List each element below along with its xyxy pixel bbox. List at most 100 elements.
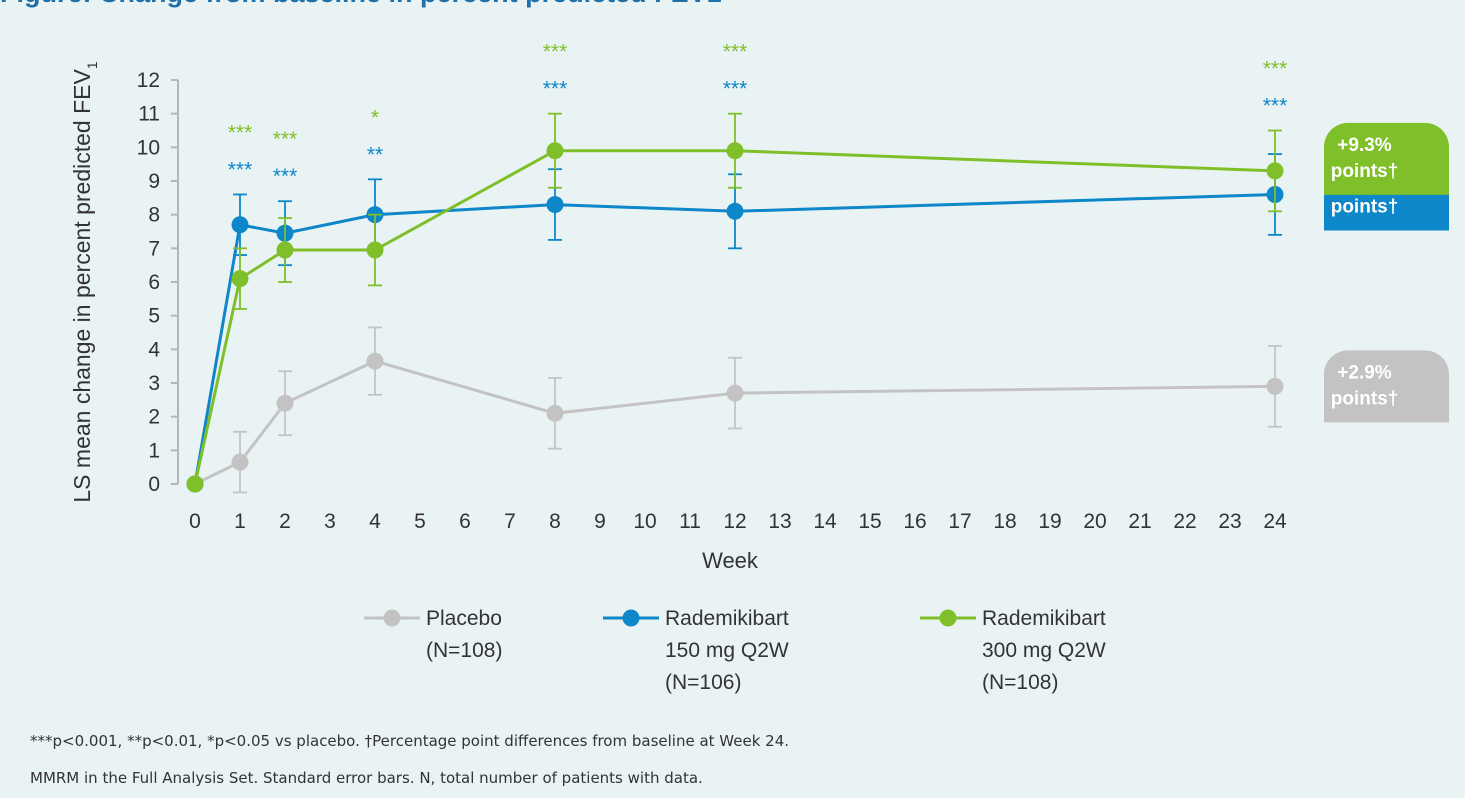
legend-label-rad300: 300 mg Q2W bbox=[982, 639, 1106, 662]
significance-marker-rad150: *** bbox=[228, 158, 253, 181]
end-label-rad300: +9.3% points† bbox=[1324, 122, 1449, 195]
data-point-rad150 bbox=[546, 196, 564, 214]
chart-series bbox=[186, 112, 1284, 494]
significance-markers: ********************************* bbox=[228, 41, 1288, 189]
x-axis-label: Week bbox=[702, 548, 759, 573]
x-tick-label: 3 bbox=[324, 510, 336, 533]
y-tick-label: 0 bbox=[148, 473, 160, 496]
significance-marker-rad150: ** bbox=[367, 143, 383, 166]
legend-swatch-marker-placebo bbox=[383, 609, 401, 627]
y-tick-label: 10 bbox=[137, 136, 160, 159]
legend-label-placebo: Placebo bbox=[426, 607, 502, 630]
x-tick-label: 23 bbox=[1218, 510, 1241, 533]
significance-marker-rad300: *** bbox=[228, 121, 253, 144]
significance-marker-rad150: *** bbox=[1263, 95, 1288, 118]
series-placebo bbox=[186, 326, 1284, 494]
significance-marker-rad300: *** bbox=[273, 128, 298, 151]
end-labels: +2.9%points†+8.6%points†+9.3%points† bbox=[1324, 122, 1449, 423]
significance-marker-rad150: *** bbox=[543, 78, 568, 101]
x-tick-label: 15 bbox=[858, 510, 881, 533]
data-point-rad300 bbox=[366, 241, 384, 259]
data-point-placebo bbox=[726, 384, 744, 402]
data-point-rad150 bbox=[231, 216, 249, 234]
end-label-text-rad150: points† bbox=[1331, 196, 1399, 217]
end-label-badge-rad300 bbox=[1324, 122, 1449, 195]
legend-item-placebo: Placebo (N=108) bbox=[364, 607, 502, 662]
y-tick-label: 6 bbox=[148, 271, 160, 294]
x-tick-label: 22 bbox=[1173, 510, 1196, 533]
y-tick-label: 8 bbox=[148, 204, 160, 227]
x-tick-label: 20 bbox=[1083, 510, 1106, 533]
x-tick-label: 4 bbox=[369, 510, 381, 533]
y-tick-label: 5 bbox=[148, 305, 160, 328]
x-tick-label: 1 bbox=[234, 510, 246, 533]
series-rad150 bbox=[186, 153, 1284, 493]
legend-swatch-marker-rad150 bbox=[622, 609, 640, 627]
x-tick-label: 21 bbox=[1128, 510, 1151, 533]
y-tick-label: 12 bbox=[137, 69, 160, 92]
y-tick-label: 7 bbox=[148, 237, 160, 260]
data-point-placebo bbox=[276, 394, 294, 412]
data-point-placebo bbox=[366, 352, 384, 370]
y-tick-label: 3 bbox=[148, 372, 160, 395]
x-tick-label: 5 bbox=[414, 510, 426, 533]
y-axis-label: LS mean change in percent predicted FEV1 bbox=[69, 61, 100, 502]
legend-label-rad150: (N=106) bbox=[665, 671, 741, 694]
legend-label-placebo: (N=108) bbox=[426, 639, 502, 662]
data-point-placebo bbox=[546, 404, 564, 422]
significance-marker-rad300: * bbox=[371, 106, 379, 129]
significance-marker-rad300: *** bbox=[1263, 58, 1288, 81]
x-tick-label: 2 bbox=[279, 510, 291, 533]
data-point-rad300 bbox=[546, 142, 564, 160]
x-tick-label: 0 bbox=[189, 510, 201, 533]
legend-label-rad300: (N=108) bbox=[982, 671, 1058, 694]
end-label-text-rad300: +9.3% bbox=[1337, 135, 1392, 156]
series-rad300 bbox=[186, 112, 1284, 493]
x-tick-label: 13 bbox=[768, 510, 791, 533]
significance-marker-rad150: *** bbox=[273, 165, 298, 188]
data-point-rad300 bbox=[726, 142, 744, 160]
legend-label-rad150: Rademikibart bbox=[665, 607, 789, 630]
chart-title-strip: Figure: Change from baseline in percent … bbox=[0, 0, 1465, 14]
data-point-rad300 bbox=[276, 241, 294, 259]
data-point-placebo bbox=[231, 453, 249, 471]
legend-label-rad150: 150 mg Q2W bbox=[665, 639, 789, 662]
x-tick-label: 6 bbox=[459, 510, 471, 533]
y-tick-label: 11 bbox=[138, 103, 160, 126]
x-tick-label: 9 bbox=[594, 510, 606, 533]
data-point-rad300 bbox=[186, 475, 204, 493]
chart-legend: Placebo (N=108) Rademikibart 150 mg Q2W (N=1… bbox=[364, 607, 1106, 694]
legend-item-rad300: Rademikibart 300 mg Q2W (N=108) bbox=[920, 607, 1106, 694]
y-axis-label-main: LS mean change in percent predicted FEV bbox=[69, 69, 95, 503]
data-point-placebo bbox=[1266, 377, 1284, 395]
end-label-text-rad300: points† bbox=[1331, 161, 1399, 182]
legend-item-rad150: Rademikibart 150 mg Q2W (N=106) bbox=[603, 607, 789, 694]
data-point-rad150 bbox=[726, 202, 744, 220]
data-point-rad300 bbox=[231, 270, 249, 288]
data-point-rad300 bbox=[1266, 162, 1284, 180]
x-tick-label: 12 bbox=[723, 510, 746, 533]
legend-label-rad300: Rademikibart bbox=[982, 607, 1106, 630]
end-label-placebo: +2.9% points† bbox=[1324, 350, 1449, 423]
y-axis-label-subscript: 1 bbox=[84, 61, 100, 69]
x-tick-label: 19 bbox=[1038, 510, 1061, 533]
legend-swatch-marker-rad300 bbox=[939, 609, 957, 627]
x-tick-label: 10 bbox=[633, 510, 656, 533]
footnote-method: MMRM in the Full Analysis Set. Standard … bbox=[30, 769, 703, 787]
significance-marker-rad300: *** bbox=[543, 41, 568, 64]
end-label-text-placebo: points† bbox=[1331, 388, 1399, 409]
x-tick-label: 17 bbox=[948, 510, 971, 533]
y-tick-label: 9 bbox=[148, 170, 160, 193]
significance-marker-rad300: *** bbox=[723, 41, 748, 64]
end-label-text-placebo: +2.9% bbox=[1337, 362, 1392, 383]
x-tick-label: 16 bbox=[903, 510, 926, 533]
footnote-significance: ***p<0.001, **p<0.01, *p<0.05 vs placebo… bbox=[30, 732, 790, 750]
x-tick-label: 18 bbox=[993, 510, 1016, 533]
x-tick-label: 7 bbox=[504, 510, 516, 533]
end-label-badge-placebo bbox=[1324, 350, 1449, 423]
y-tick-label: 2 bbox=[148, 406, 160, 429]
y-tick-label: 1 bbox=[148, 439, 160, 462]
x-tick-label: 24 bbox=[1263, 510, 1287, 533]
